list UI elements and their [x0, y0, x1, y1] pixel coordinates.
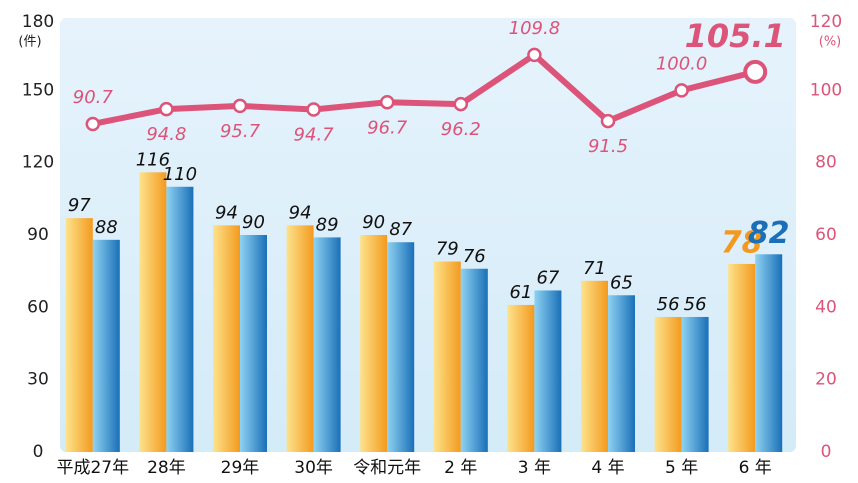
y-tick-label: 180 [22, 12, 54, 32]
line-point [85, 116, 101, 132]
y2-tick-label: 40 [815, 297, 837, 317]
line-label: 105.1 [685, 17, 786, 55]
bar-label: 76 [463, 246, 486, 267]
line-label: 96.2 [441, 119, 481, 140]
bar-label: 71 [583, 258, 606, 279]
line-point [743, 59, 768, 84]
bar [534, 290, 562, 452]
x-tick-label: 2 年 [444, 458, 477, 478]
x-tick-label: 5 年 [665, 458, 698, 478]
x-tick-label: 令和元年 [353, 458, 421, 478]
y2-unit: (%) [819, 35, 842, 50]
y2-tick-label: 80 [815, 153, 837, 173]
line-point [159, 101, 174, 117]
bar-label: 97 [68, 195, 91, 216]
y-tick-label: 0 [33, 442, 44, 462]
bar-label: 116 [136, 149, 170, 170]
line-label: 96.7 [367, 117, 408, 138]
bar [728, 263, 756, 452]
bar-label: 61 [509, 282, 532, 303]
bar-label: 90 [242, 212, 265, 233]
x-tick-label: 6 年 [739, 458, 772, 478]
line-label: 94.8 [146, 124, 186, 145]
line-label: 95.7 [220, 121, 261, 142]
bar [387, 242, 415, 452]
bar-label: 88 [95, 217, 118, 238]
line-label: 90.7 [73, 87, 114, 108]
bar [92, 239, 120, 452]
x-tick-label: 29年 [221, 458, 260, 478]
bar-label: 65 [610, 272, 633, 293]
line-point [232, 98, 248, 114]
bar [139, 172, 167, 453]
bar-label: 82 [748, 216, 790, 251]
bar [213, 225, 240, 452]
line-point [306, 102, 321, 117]
bar [681, 316, 709, 452]
line-point [674, 83, 689, 98]
y2-tick-label: 100 [810, 80, 842, 100]
bar-label: 90 [362, 212, 385, 233]
x-tick-label: 28年 [147, 458, 186, 478]
bar-label: 56 [657, 294, 680, 315]
bar-label: 94 [289, 202, 312, 223]
bar [581, 280, 608, 452]
y2-tick-label: 120 [810, 12, 842, 32]
y2-tick-label: 0 [821, 442, 832, 462]
y-tick-label: 120 [22, 153, 54, 173]
line [92, 51, 756, 127]
bar [654, 316, 682, 452]
bar-label: 79 [436, 239, 459, 260]
y2-tick-label: 20 [815, 370, 837, 390]
line-label: 91.5 [588, 136, 628, 157]
bar [608, 295, 635, 452]
bar [286, 225, 314, 452]
y-tick-label: 30 [27, 370, 49, 390]
bar [65, 218, 93, 452]
x-tick-label: 30年 [294, 458, 333, 478]
bar-label: 110 [163, 164, 197, 185]
line-point [600, 113, 616, 129]
bar [360, 235, 388, 452]
line-label: 109.8 [509, 18, 561, 39]
bar [507, 304, 535, 452]
y2-tick-label: 60 [815, 225, 837, 245]
line-point [527, 47, 542, 63]
bar-label: 87 [389, 219, 412, 240]
line-label: 100.0 [656, 53, 708, 74]
bar [433, 261, 461, 452]
bar [755, 254, 783, 452]
x-tick-label: 3 年 [518, 458, 551, 478]
y-tick-label: 60 [27, 297, 49, 317]
bar-label: 67 [536, 267, 559, 288]
bar-label: 56 [684, 294, 707, 315]
x-tick-label: 平成27年 [56, 458, 129, 478]
bar [166, 186, 194, 452]
bar [240, 235, 267, 452]
bar [313, 237, 341, 452]
bar [460, 268, 488, 452]
line-point [453, 96, 469, 112]
line-label: 94.7 [294, 125, 335, 146]
x-tick-label: 4 年 [591, 458, 624, 478]
bar-label: 94 [215, 202, 238, 223]
y-tick-label: 150 [22, 80, 54, 100]
bar-label: 89 [316, 214, 339, 235]
line-point [379, 95, 395, 110]
y-unit: (件) [18, 35, 41, 50]
y-tick-label: 90 [27, 225, 49, 245]
